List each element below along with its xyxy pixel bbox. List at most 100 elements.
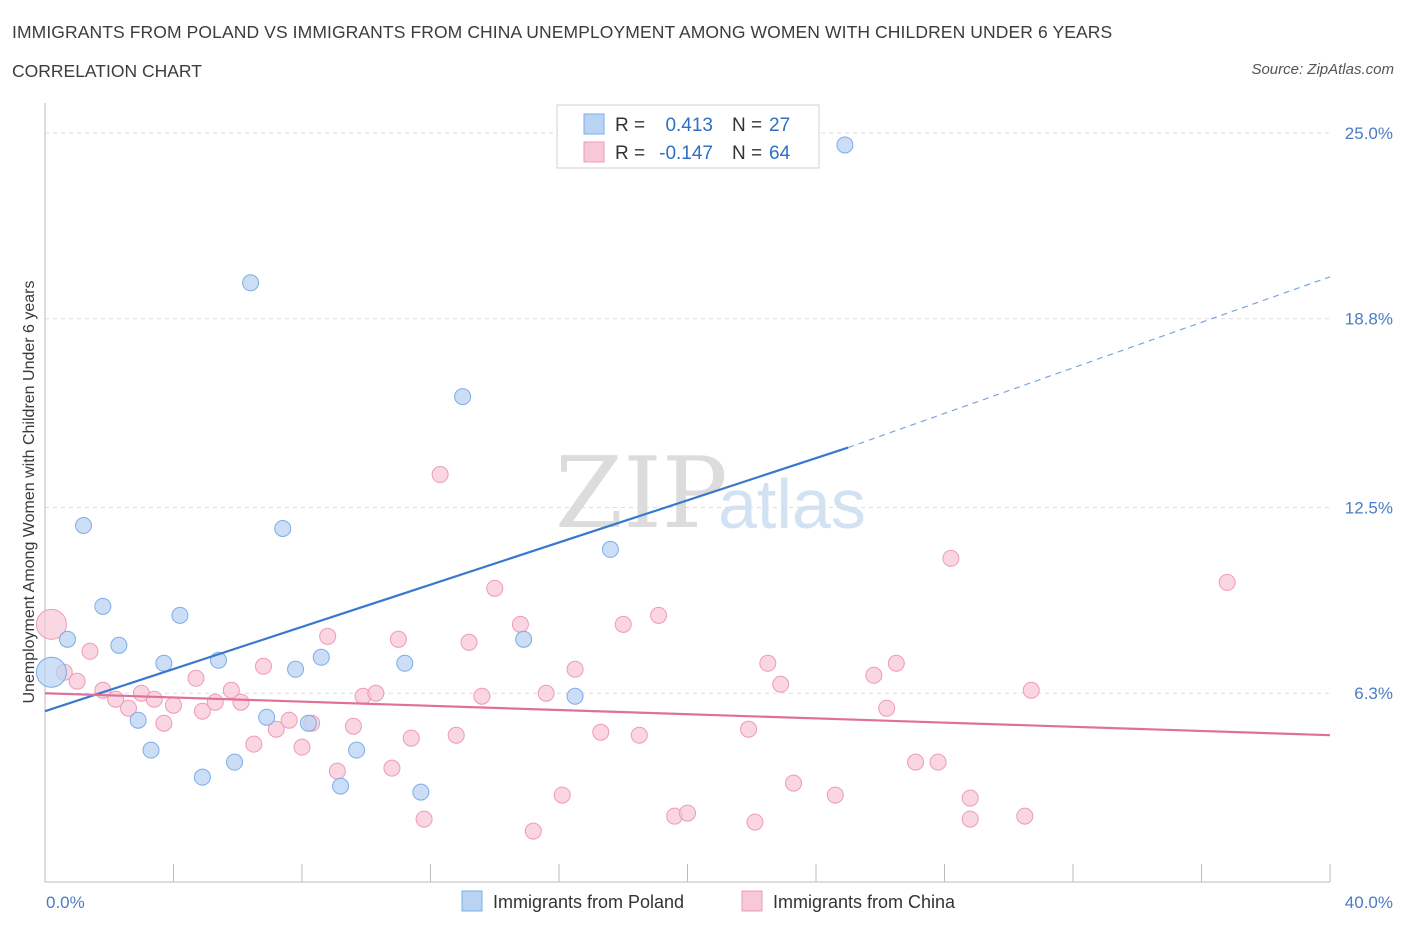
china-point: [193, 702, 211, 720]
china-point: [383, 759, 401, 777]
poland-point: [110, 636, 128, 654]
poland-point: [412, 783, 430, 801]
china-point: [415, 810, 433, 828]
stats-n-value-china: 64: [769, 143, 791, 164]
poland-point: [601, 540, 619, 558]
china-point: [145, 690, 163, 708]
y-tick-label: 18.8%: [1345, 310, 1393, 329]
china-point: [592, 723, 610, 741]
stats-legend: R = 0.413 N = 27 R = -0.147 N = 64: [556, 104, 820, 169]
china-point: [1016, 807, 1034, 825]
poland-point: [171, 606, 189, 624]
poland-point: [226, 753, 244, 771]
china-point: [537, 684, 555, 702]
x-tick-label-max: 40.0%: [1345, 893, 1393, 912]
china-point: [254, 657, 272, 675]
poland-point: [242, 274, 260, 292]
x-tick-marks: [44, 864, 1331, 882]
china-point: [865, 666, 883, 684]
stats-swatch-china: [583, 141, 605, 163]
china-point: [524, 822, 542, 840]
poland-point: [258, 708, 276, 726]
poland-point: [94, 597, 112, 615]
legend-swatch-china: [741, 890, 763, 912]
poland-point: [75, 516, 93, 534]
watermark-atlas: atlas: [718, 465, 866, 543]
china-point: [155, 714, 173, 732]
stats-n-label-poland: N =: [732, 115, 762, 136]
china-point: [344, 717, 362, 735]
poland-point: [58, 630, 76, 648]
y-tick-label: 25.0%: [1345, 124, 1393, 143]
china-point: [389, 630, 407, 648]
china-point: [187, 669, 205, 687]
trend-lines: [44, 276, 1331, 737]
china-point: [679, 804, 696, 822]
china-point: [486, 579, 504, 597]
poland-point: [35, 656, 67, 688]
legend-label-poland: Immigrants from Poland: [493, 892, 684, 912]
y-tick-labels: 6.3% 12.5% 18.8% 25.0%: [1345, 124, 1393, 703]
china-point: [961, 810, 979, 828]
poland-point: [193, 768, 211, 786]
legend-swatch-poland: [461, 890, 483, 912]
china-point: [785, 774, 803, 792]
china-point: [293, 738, 311, 756]
china-point: [746, 813, 764, 831]
y-tick-label: 6.3%: [1354, 684, 1393, 703]
y-tick-label: 12.5%: [1345, 498, 1393, 517]
poland-point: [299, 714, 317, 732]
poland-point: [396, 654, 414, 672]
source-label: Source: ZipAtlas.com: [1251, 61, 1394, 78]
china-point: [328, 762, 346, 780]
china-point: [772, 675, 790, 693]
chart-title: IMMIGRANTS FROM POLAND VS IMMIGRANTS FRO…: [12, 22, 1113, 42]
china-point: [740, 720, 758, 738]
poland-point: [142, 741, 160, 759]
china-point: [206, 693, 224, 711]
china-point: [566, 660, 584, 678]
china-point: [1218, 573, 1236, 591]
stats-r-value-poland: 0.413: [665, 115, 713, 136]
poland-point: [129, 711, 147, 729]
china-point: [245, 735, 263, 753]
poland-point: [274, 519, 292, 537]
china-point: [887, 654, 905, 672]
poland-point: [454, 388, 472, 406]
stats-swatch-poland: [583, 113, 605, 135]
poland-point: [836, 136, 854, 154]
stats-n-value-poland: 27: [769, 115, 790, 136]
china-point: [929, 753, 947, 771]
china-point: [759, 654, 777, 672]
poland-point: [287, 660, 305, 678]
china-point: [961, 789, 979, 807]
china-point: [473, 687, 491, 705]
china-point: [614, 615, 632, 633]
poland-point: [566, 687, 584, 705]
poland-point: [312, 648, 330, 666]
legend-label-china: Immigrants from China: [773, 892, 956, 912]
china-point: [120, 699, 138, 717]
china-point: [68, 672, 86, 690]
china-point: [232, 693, 250, 711]
china-point: [1022, 681, 1040, 699]
china-point: [35, 608, 67, 640]
china-point: [447, 726, 465, 744]
china-point: [650, 606, 668, 624]
watermark-zip: ZIP: [555, 437, 728, 551]
china-trend-line: [44, 692, 1331, 737]
poland-trend-line: [44, 446, 849, 713]
poland-trend-extension: [847, 276, 1331, 449]
china-point: [878, 699, 896, 717]
poland-point: [348, 741, 366, 759]
stats-r-label-poland: R =: [615, 115, 645, 136]
china-point: [267, 720, 285, 738]
china-point: [81, 642, 99, 660]
poland-point: [332, 777, 350, 795]
stats-r-value-china: -0.147: [659, 143, 713, 164]
china-point: [553, 786, 571, 804]
china-point: [165, 696, 182, 714]
poland-point: [155, 654, 173, 672]
china-point: [942, 549, 960, 567]
